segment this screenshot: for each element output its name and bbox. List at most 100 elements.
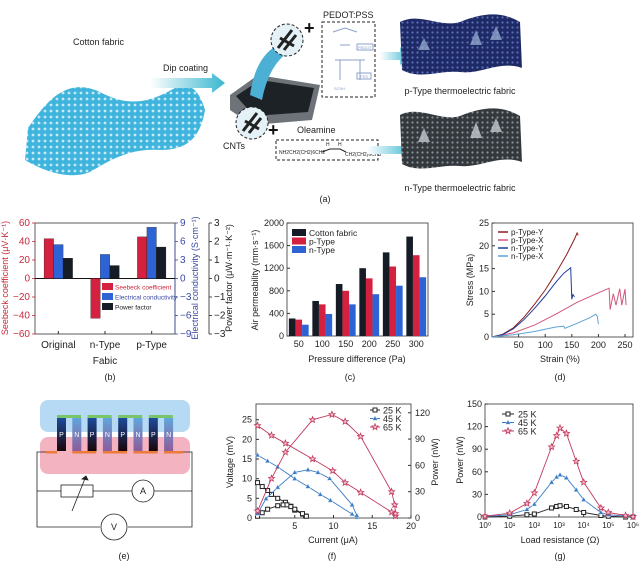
y-tick-label: 60 bbox=[19, 218, 31, 229]
y-tick-label: 20 bbox=[242, 434, 252, 444]
data-point-star bbox=[328, 466, 337, 475]
y2-tick-label: 0 bbox=[415, 513, 420, 523]
y-tick-label: 150 bbox=[467, 399, 482, 409]
voltage-line-0 bbox=[257, 482, 306, 517]
arrow-to-n-type-shape bbox=[367, 141, 415, 159]
y-tick-label: 0 bbox=[24, 274, 30, 285]
x-axis-label: Load resistance (Ω) bbox=[521, 535, 600, 545]
y-tick-label: 9 bbox=[180, 218, 186, 229]
n-type-heat-arrows bbox=[418, 118, 502, 142]
data-point-triangle bbox=[349, 501, 356, 507]
data-point-star bbox=[555, 423, 565, 432]
pedot-tag: PEDOT bbox=[358, 45, 372, 50]
data-point-triangle bbox=[263, 495, 270, 501]
thermoelectric-leg-p bbox=[57, 418, 66, 451]
p-type-fabric-image bbox=[400, 14, 522, 75]
thermoelectric-leg-p bbox=[118, 418, 128, 451]
panel-e: P N P N P N P N A V (e) bbox=[36, 400, 193, 561]
bottom-electrode bbox=[102, 451, 127, 454]
legend-swatch bbox=[102, 283, 113, 290]
data-point-square bbox=[557, 503, 563, 509]
data-point-star bbox=[387, 507, 396, 516]
y-tick-label: 60 bbox=[472, 467, 482, 477]
legend-swatch bbox=[292, 237, 306, 245]
data-point-star bbox=[281, 439, 290, 447]
circuit bbox=[36, 451, 193, 541]
pedot-pss-structure-box: PEDOT PSS SO3H bbox=[321, 21, 376, 98]
x-tick-label: 100 bbox=[315, 339, 330, 349]
x-tick-label: 50 bbox=[294, 339, 304, 349]
y-tick-label: −9 bbox=[180, 329, 192, 340]
data-point-star bbox=[308, 415, 317, 424]
y-tick-label: 5 bbox=[247, 493, 252, 503]
bar-power-factor bbox=[62, 257, 73, 279]
leg-label: N bbox=[135, 432, 140, 439]
legend-label: Electrical conductivity bbox=[115, 295, 178, 302]
legend-label: Power factor bbox=[115, 305, 152, 312]
data-point-triangle bbox=[254, 451, 261, 458]
chart-f: 0 5 10 15 20 25 0 30 60 90 120 5 10 15 20 25 K45 K65 K C… bbox=[242, 403, 430, 561]
y-tick-label: 40 bbox=[19, 237, 31, 248]
bar-power-factor bbox=[156, 246, 167, 279]
data-point-star bbox=[391, 511, 400, 520]
bottom-electrode bbox=[72, 451, 97, 454]
data-point-triangle bbox=[372, 415, 378, 421]
legend-label: n-Type bbox=[309, 245, 335, 255]
bar-electrical-conductivity bbox=[53, 244, 64, 279]
bottom-electrode bbox=[46, 451, 57, 454]
y-tick-label: −2 bbox=[214, 311, 226, 322]
y-tick-label: 120 bbox=[467, 422, 482, 432]
data-point-square bbox=[275, 503, 281, 509]
data-point-square bbox=[288, 504, 294, 510]
cotton-fabric-label: Cotton fabric bbox=[73, 37, 125, 47]
leg-label: N bbox=[105, 432, 110, 439]
y-tick-label: 15 bbox=[479, 264, 489, 274]
data-point-square bbox=[255, 480, 261, 486]
cnt-circle-bottom bbox=[235, 106, 269, 140]
data-point-triangle bbox=[349, 510, 356, 517]
data-point-triangle bbox=[557, 471, 563, 477]
x-tick-label: n-Type bbox=[90, 340, 121, 351]
data-point-star bbox=[505, 508, 514, 517]
ammeter bbox=[131, 479, 155, 503]
data-point-star bbox=[370, 422, 380, 431]
y-tick-label: 20 bbox=[19, 255, 31, 266]
bar-cotton-fabric bbox=[359, 268, 366, 336]
y2-tick-label: 30 bbox=[415, 487, 425, 497]
x-tick-label: 50 bbox=[514, 340, 524, 350]
y-tick-label: 400 bbox=[269, 308, 284, 318]
y-axis-label-conductivity: Electrical conductivity (S·cm⁻¹) bbox=[190, 216, 200, 339]
bar-seebeck-coefficient bbox=[137, 236, 148, 279]
cnts-label: CNTs bbox=[223, 141, 245, 151]
y-tick-label: −60 bbox=[13, 329, 30, 340]
y-tick-label: −20 bbox=[13, 292, 30, 303]
legend-swatch bbox=[292, 229, 306, 236]
data-point-triangle bbox=[353, 512, 360, 518]
legend-swatch bbox=[102, 293, 113, 300]
x-tick-label: 10⁰ bbox=[479, 521, 491, 530]
y-tick-label: 0 bbox=[484, 332, 489, 342]
cnt-circle-top bbox=[270, 23, 304, 57]
data-point-star bbox=[253, 506, 262, 515]
x-tick-label: 10² bbox=[529, 521, 541, 530]
legend-label: 25 K bbox=[518, 410, 537, 420]
data-point-square bbox=[505, 411, 511, 417]
y-tick-label: 1200 bbox=[264, 263, 284, 273]
data-point-star bbox=[327, 410, 337, 418]
legend-swatch bbox=[292, 246, 306, 253]
y2-axis-label: Power (nW) bbox=[430, 438, 440, 486]
legend-label: 25 K bbox=[383, 406, 402, 416]
y-axis-label: Stress (MPa) bbox=[465, 254, 475, 307]
x-tick-label: 5 bbox=[292, 521, 297, 531]
h-label-1: H bbox=[326, 142, 330, 148]
dip-coating-arrow bbox=[150, 73, 225, 93]
y2-tick-label: 120 bbox=[415, 408, 430, 418]
x-tick-label: 15 bbox=[367, 521, 377, 531]
x-tick-label: 150 bbox=[338, 339, 353, 349]
pedot-pss-label: PEDOT:PSS bbox=[323, 10, 374, 20]
data-point-triangle bbox=[274, 484, 281, 490]
data-point-square bbox=[524, 512, 530, 518]
leg-label: P bbox=[59, 432, 64, 439]
bar-power-factor bbox=[109, 265, 120, 279]
data-point-triangle bbox=[264, 457, 271, 464]
